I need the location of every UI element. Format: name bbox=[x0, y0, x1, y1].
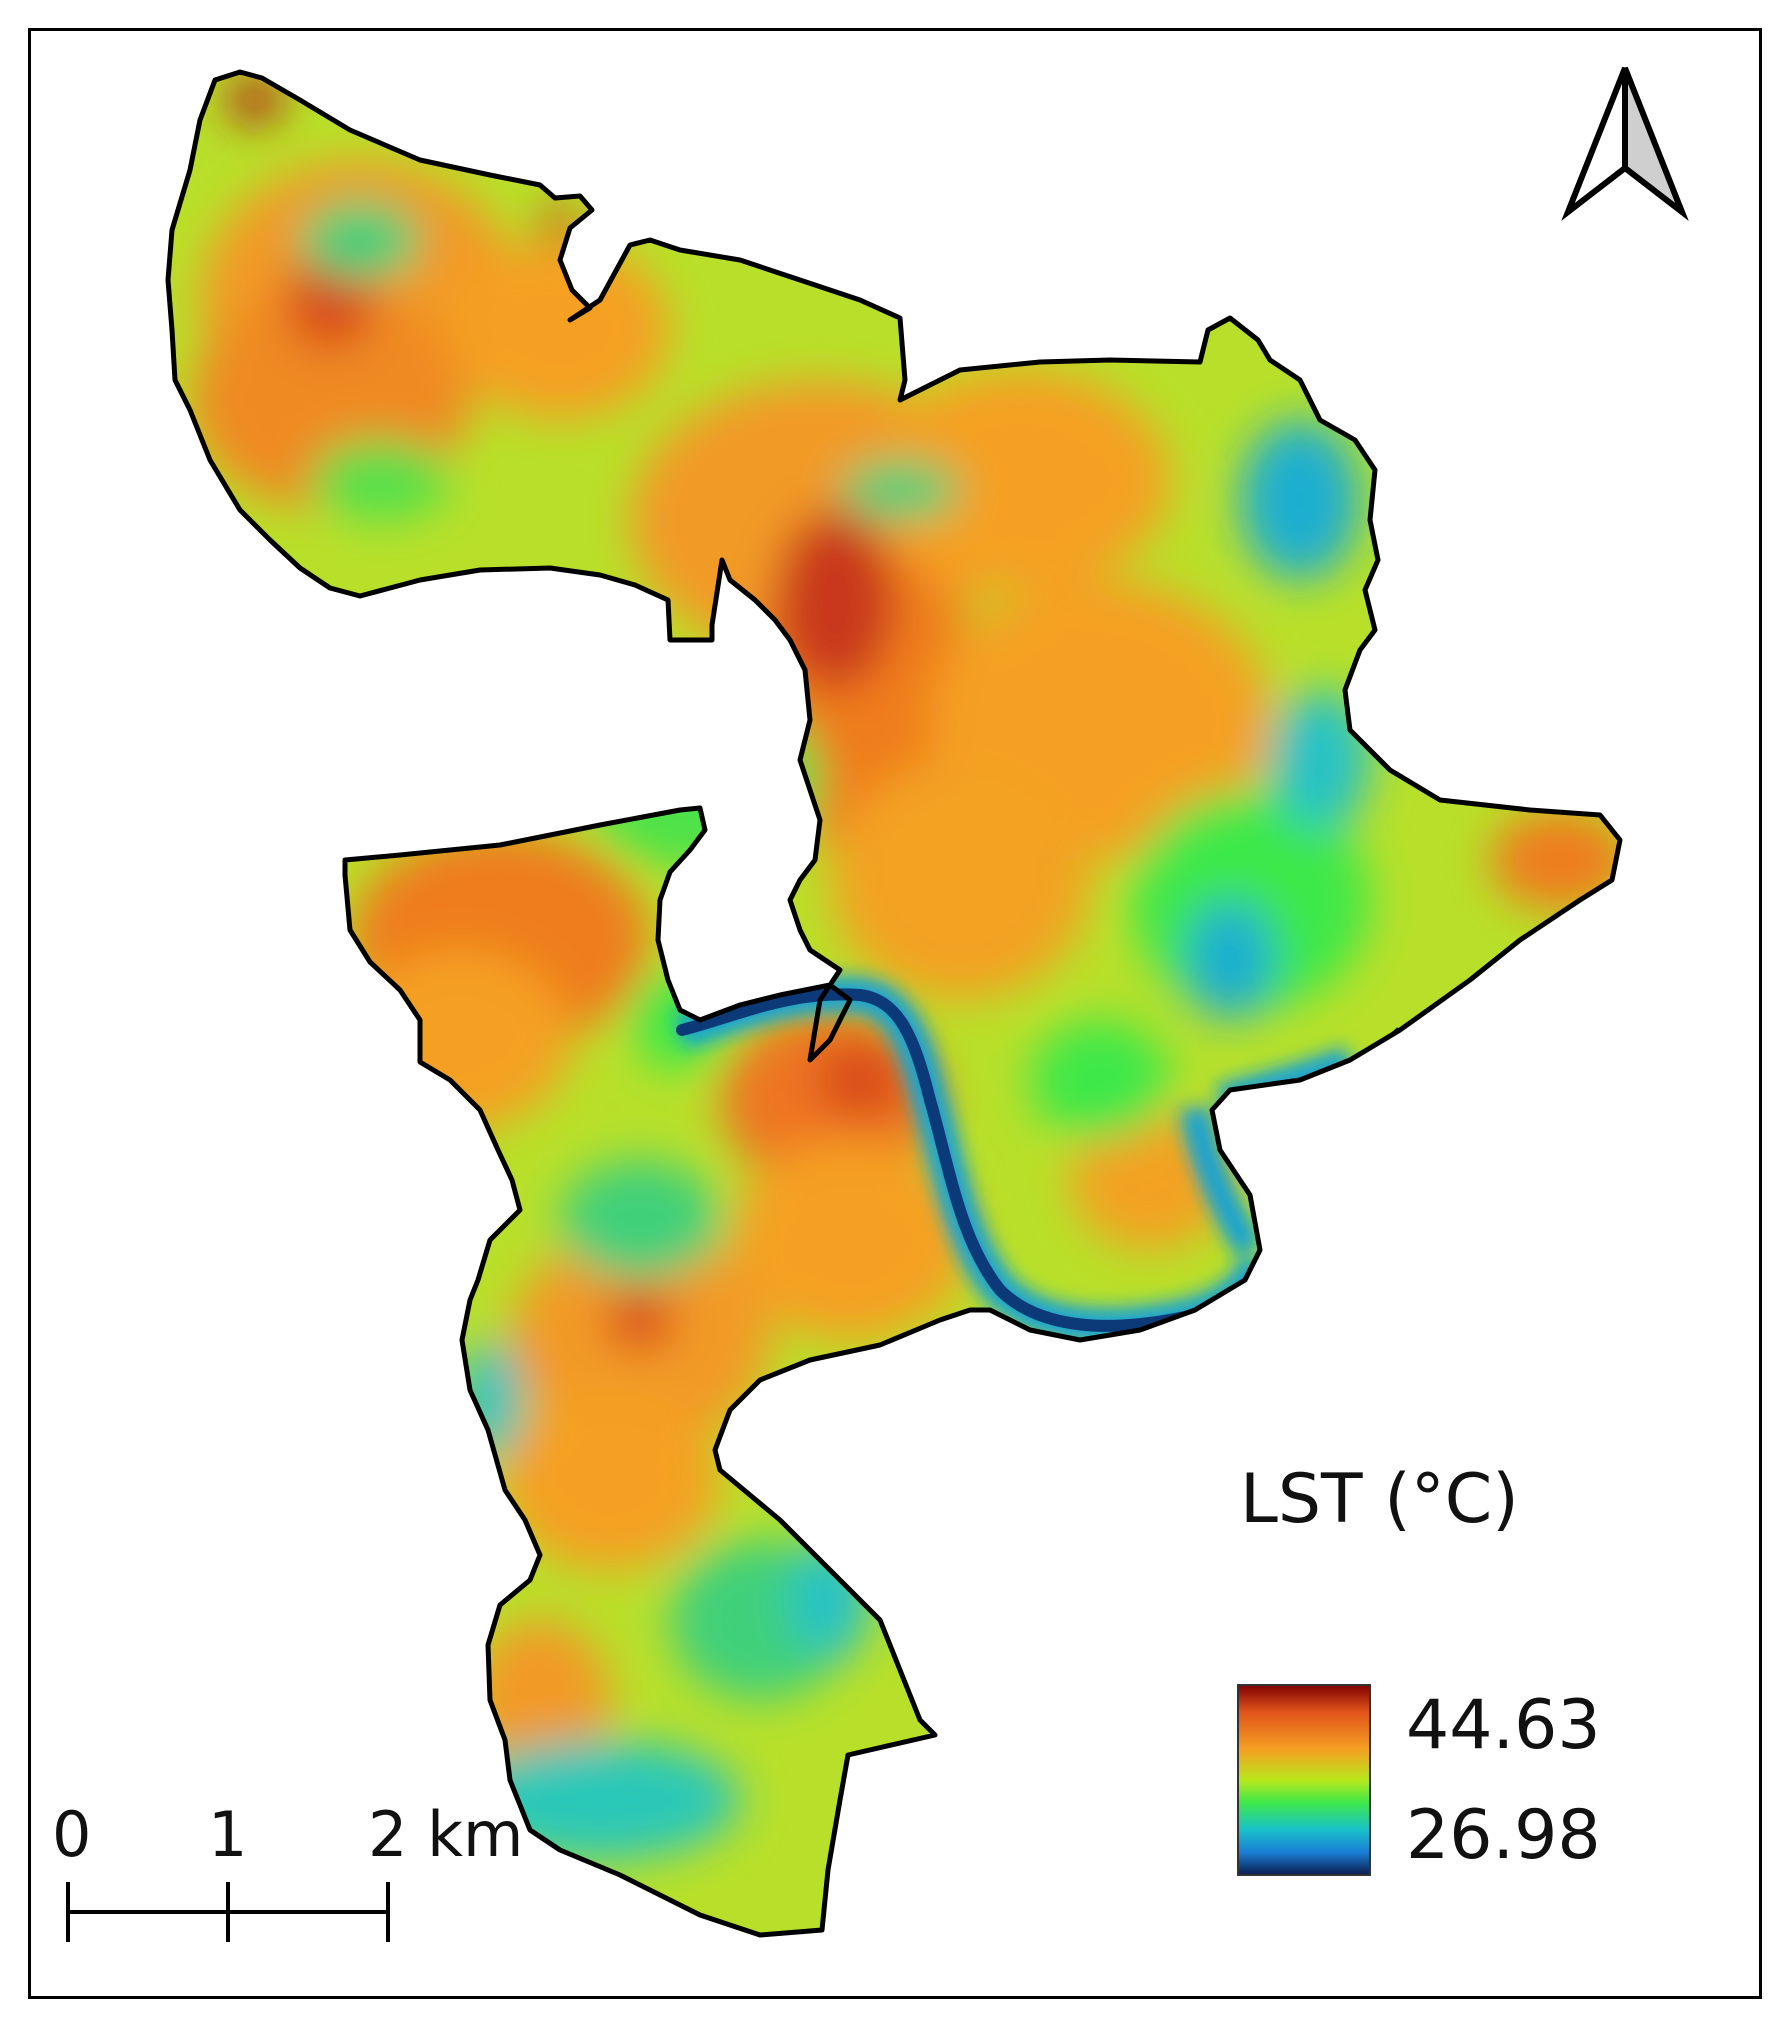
scale-label-1: 1 bbox=[208, 1798, 248, 1871]
scale-label-0: 0 bbox=[52, 1798, 92, 1871]
scale-bar bbox=[66, 1882, 390, 1942]
legend-color-ramp bbox=[1237, 1684, 1371, 1876]
north-arrow-icon bbox=[1561, 66, 1689, 222]
legend-max-label: 44.63 bbox=[1406, 1686, 1601, 1765]
legend-title: LST (°C) bbox=[1240, 1460, 1519, 1539]
legend-min-label: 26.98 bbox=[1406, 1796, 1601, 1875]
scale-label-2: 2 km bbox=[368, 1798, 524, 1871]
